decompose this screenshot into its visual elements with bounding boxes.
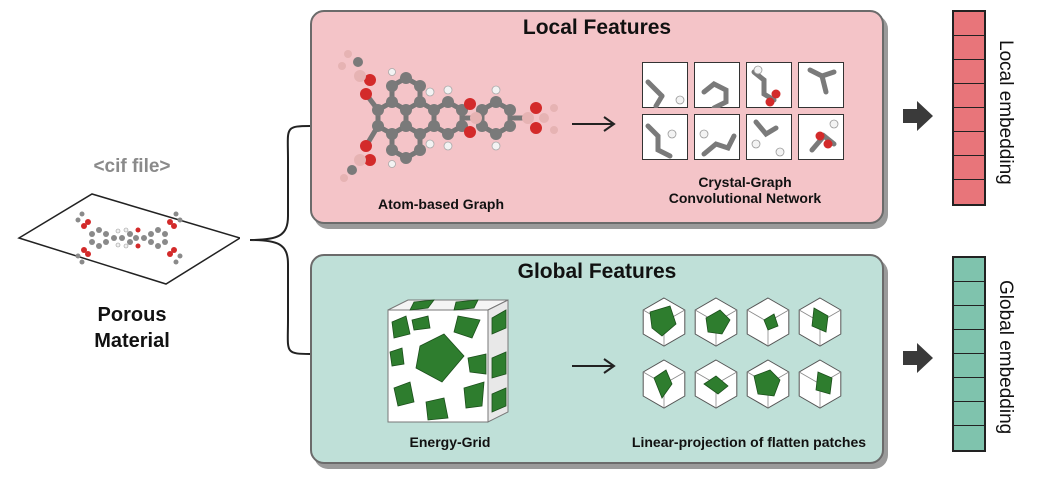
cgcnn-patch [694, 114, 740, 160]
cgcnn-patch [746, 62, 792, 108]
global-embedding-vector [952, 256, 986, 452]
cgcnn-patch [694, 62, 740, 108]
fat-arrow-icon [903, 343, 933, 373]
cgcnn-patch [642, 62, 688, 108]
embedding-cell [954, 156, 984, 180]
energy-patch [694, 359, 738, 409]
embedding-cell [954, 426, 984, 450]
embedding-cell [954, 36, 984, 60]
embedding-cell [954, 108, 984, 132]
fat-arrow-icon [903, 101, 933, 131]
energy-patch [798, 297, 842, 347]
embedding-cell [954, 180, 984, 204]
energy-patch [642, 297, 686, 347]
embedding-cell [954, 378, 984, 402]
local-features-title: Local Features [522, 16, 672, 39]
porous-material-text: Porous Material [94, 304, 170, 352]
cgcnn-patch-grid [642, 62, 846, 162]
embedding-cell [954, 60, 984, 84]
embedding-cell [954, 12, 984, 36]
embedding-cell [954, 282, 984, 306]
embedding-cell [954, 354, 984, 378]
embedding-cell [954, 258, 984, 282]
cgcnn-label-line1: Crystal-Graph [698, 174, 792, 190]
energy-patch-grid [642, 297, 842, 409]
atom-graph-label: Atom-based Graph [378, 196, 505, 212]
local-features-panel: Local Features [310, 10, 884, 224]
energy-grid-cube [387, 299, 509, 423]
arrow-right-icon [572, 358, 616, 374]
energy-patch [798, 359, 842, 409]
embedding-cell [954, 132, 984, 156]
cgcnn-patch [746, 114, 792, 160]
energy-patch [746, 359, 790, 409]
global-embedding-label: Global embedding [995, 280, 1016, 435]
energy-patch [746, 297, 790, 347]
embedding-cell [954, 330, 984, 354]
arrow-right-icon [572, 116, 616, 132]
energy-patch [642, 359, 686, 409]
cgcnn-patch [798, 62, 844, 108]
energy-patch [694, 297, 738, 347]
local-embedding-vector [952, 10, 986, 206]
unit-cell-diagram [17, 193, 240, 285]
bracket-icon [249, 125, 311, 355]
patch-projection-label: Linear-projection of flatten patches [631, 434, 867, 450]
embedding-cell [954, 306, 984, 330]
atom-graph-molecule [338, 50, 558, 182]
energy-grid-label: Energy-Grid [409, 434, 491, 450]
cgcnn-label: Crystal-Graph Convolutional Network [648, 174, 842, 206]
mini-molecule [75, 211, 183, 265]
cgcnn-patch [642, 114, 688, 160]
porous-material-label: Porous Material [70, 302, 194, 354]
local-embedding-label: Local embedding [995, 40, 1016, 185]
embedding-cell [954, 402, 984, 426]
cgcnn-patch [798, 114, 844, 160]
embedding-cell [954, 84, 984, 108]
cgcnn-label-line2: Convolutional Network [668, 190, 822, 206]
global-features-title: Global Features [517, 260, 677, 283]
global-features-panel: Global Features Energy-Grid Linear- [310, 254, 884, 464]
unit-cell-outline [17, 193, 240, 285]
cif-file-label: <cif file> [93, 156, 171, 177]
